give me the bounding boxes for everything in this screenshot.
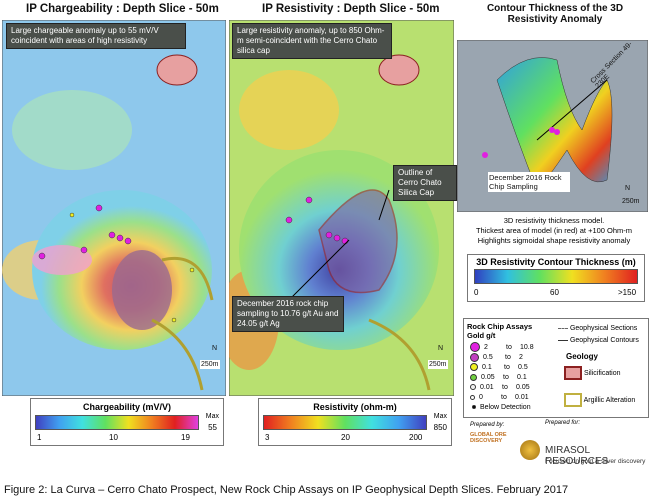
callout: December 2016 rock chip sampling to 10.7… <box>232 296 344 332</box>
resistivity-map <box>229 20 454 396</box>
logo-text: GLOBAL ORE DISCOVERY <box>470 432 507 444</box>
north-label: N <box>625 185 631 192</box>
legend-heading: Geology <box>566 352 599 361</box>
note-line: 3D resistivity thickness model. <box>503 216 605 225</box>
tick-label: 200 <box>409 433 423 442</box>
legend-label: 2 <box>519 354 523 362</box>
legend-label: 0.5 <box>518 364 528 372</box>
legend-row: 2 to 10.8 <box>470 342 542 353</box>
prepared-by: Prepared by: <box>470 422 505 428</box>
panel-title: IP Resistivity : Depth Slice - 50m <box>262 3 440 15</box>
legend-label: to <box>504 364 510 372</box>
thickness-colorbar: 3D Resistivity Contour Thickness (m) 0 6… <box>467 254 645 302</box>
colorbar-title: Resistivity (ohm-m) <box>313 402 397 412</box>
legend-label: Argillic Alteration <box>583 396 636 404</box>
legend-label: 2 <box>484 343 488 351</box>
legend-label: to <box>502 384 508 392</box>
legend-label: Below Detection <box>480 404 531 412</box>
legend-label: to <box>503 374 509 382</box>
legend-row: 0.01 to 0.05 <box>470 383 542 393</box>
colorbar <box>35 415 199 430</box>
colorbar-title: Chargeability (mV/V) <box>82 402 172 412</box>
legend-line: Geophysical Sections <box>558 325 637 332</box>
legend-label: 0.5 <box>483 354 493 362</box>
panel-title: Contour Thickness of the 3D Resistivity … <box>486 3 624 25</box>
scale-label: 250m <box>428 360 448 369</box>
legend-label: 0.01 <box>515 394 529 402</box>
logo-text: MIRASOL RESOURCES <box>545 445 609 467</box>
tick-label: >150 <box>618 288 637 297</box>
annotation: Large chargeable anomaly up to 55 mV/V c… <box>6 23 186 49</box>
legend-label: Geophysical Contours <box>569 337 639 344</box>
legend-label: 0.05 <box>516 384 530 392</box>
callout: December 2016 Rock Chip Sampling <box>488 172 570 192</box>
legend-row: 0.1 to 0.5 <box>470 363 542 373</box>
legend-label: 0 <box>479 394 483 402</box>
chargeability-map <box>2 20 226 396</box>
tick-label: 10 <box>109 433 118 442</box>
max-value: 850 <box>433 423 447 432</box>
legend-swatch <box>470 352 479 362</box>
legend-swatch <box>470 394 475 400</box>
legend-row: 0 to 0.01 <box>470 393 542 403</box>
legend-label: to <box>501 394 507 402</box>
legend-label: to <box>505 354 511 362</box>
legend-title: Rock Chip Assays <box>467 322 533 331</box>
legend-label: to <box>506 343 512 351</box>
model-notes: 3D resistivity thickness model. Thickest… <box>460 216 648 246</box>
legend-swatch <box>470 384 476 391</box>
annotation: Large resistivity anomaly, up to 850 Ohm… <box>232 23 392 59</box>
colorbar <box>474 269 638 284</box>
tick-label: 19 <box>181 433 190 442</box>
legend-label: 0.1 <box>482 364 492 372</box>
max-value: 55 <box>208 423 217 432</box>
tick-label: 1 <box>37 433 42 442</box>
legend-row: 0.05 to 0.1 <box>470 373 542 383</box>
legend-row: Below Detection <box>470 403 542 413</box>
legend-swatch <box>470 363 478 372</box>
chargeability-colorbar: Chargeability (mV/V) Max 55 1 10 19 <box>30 398 224 446</box>
legend-label: 0.1 <box>517 374 527 382</box>
legend-label: 10.8 <box>520 343 534 351</box>
max-label: Max <box>205 413 219 420</box>
logo-tagline: Focused on gold & silver discovery <box>545 458 646 465</box>
tick-label: 60 <box>550 288 559 297</box>
tick-label: 0 <box>474 288 479 297</box>
tick-label: 3 <box>265 433 270 442</box>
note-line: Thickest area of model (in red) at +100 … <box>475 226 633 235</box>
legend-rows: 2 to 10.8 0.5 to 2 0.1 to 0.5 0.05 to 0.1 0.01 to 0.05… <box>470 342 542 413</box>
legend-subtitle: Gold g/t <box>467 331 496 340</box>
max-label: Max <box>433 413 447 420</box>
legend-swatch <box>472 405 476 410</box>
resistivity-colorbar: Resistivity (ohm-m) Max 850 3 20 200 <box>258 398 452 446</box>
legend-label: 0.01 <box>480 384 494 392</box>
logo-mark <box>520 440 540 460</box>
scale-label: 250m <box>622 198 640 205</box>
scale-label: 250m <box>200 360 220 369</box>
legend-swatch <box>470 342 480 352</box>
prepared-for: Prepared for: <box>545 420 581 426</box>
legend-item: Silicification <box>564 366 621 380</box>
legend-line: Geophysical Contours <box>558 337 639 344</box>
north-label: N <box>438 345 444 352</box>
north-label: N <box>212 345 218 352</box>
legend-item: Argillic Alteration <box>564 393 635 407</box>
legend-label: Geophysical Sections <box>569 325 638 332</box>
tick-label: 20 <box>341 433 350 442</box>
legend-row: 0.5 to 2 <box>470 352 542 363</box>
panel-title: IP Chargeability : Depth Slice - 50m <box>26 3 219 15</box>
colorbar-title: 3D Resistivity Contour Thickness (m) <box>476 257 636 267</box>
colorbar <box>263 415 427 430</box>
callout: Outline of Cerro Chato Silica Cap <box>393 165 457 201</box>
legend-label: 0.05 <box>481 374 495 382</box>
note-line: Highlights sigmoidal shape resistivity a… <box>477 236 631 245</box>
legend: Rock Chip Assays Gold g/t 2 to 10.8 0.5 to 2 0… <box>463 318 649 418</box>
legend-label: Silicification <box>583 369 621 377</box>
caption: Figure 2: La Curva – Cerro Chato Prospec… <box>4 484 569 496</box>
legend-swatch <box>470 373 477 381</box>
